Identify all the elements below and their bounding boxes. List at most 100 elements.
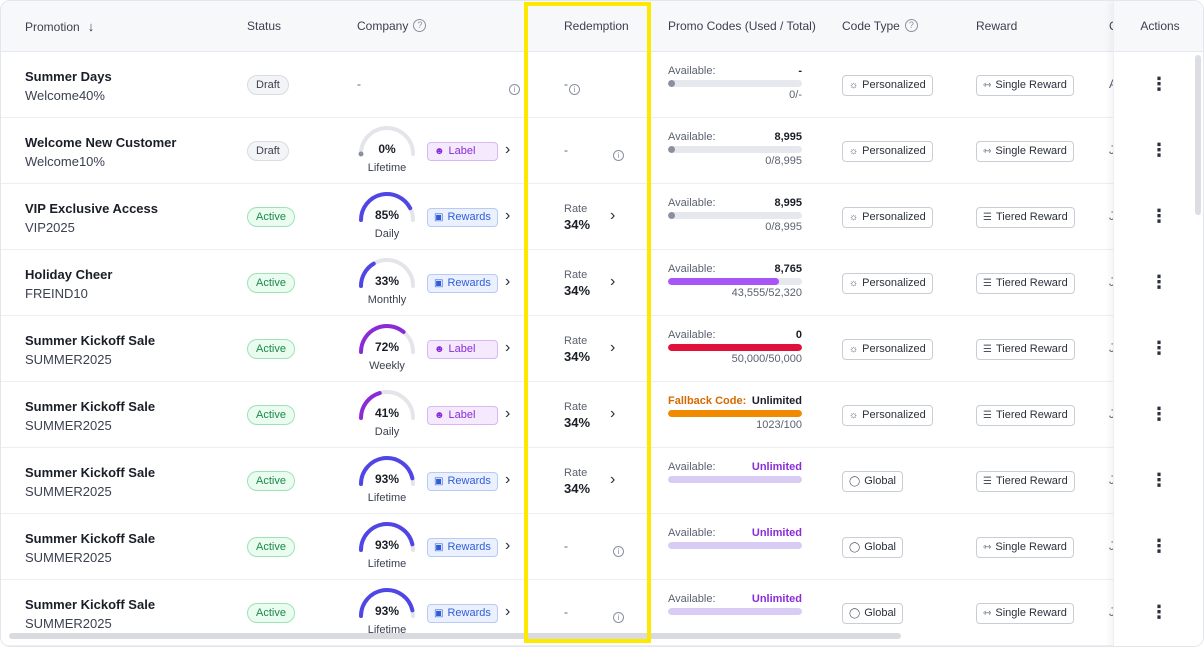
info-icon[interactable]: i (509, 79, 520, 97)
promo-label: Available: (668, 65, 716, 77)
company-tag[interactable]: ▣ Rewards (427, 538, 498, 557)
promotion-code: SUMMER2025 (25, 352, 112, 367)
table-row[interactable]: Welcome New Customer Welcome10% Draft 0% L… (1, 118, 1203, 184)
company-tag[interactable]: ▣ Rewards (427, 604, 498, 623)
code-type-chip: ◯ Global (842, 603, 903, 624)
tag-label: Rewards (447, 277, 491, 289)
col-promo-codes[interactable]: Promo Codes (Used / Total) (668, 19, 816, 33)
tiered-reward-icon: ☰ (983, 410, 992, 421)
company-tag[interactable]: ☻ Label (427, 340, 498, 359)
promotion-name[interactable]: Summer Kickoff Sale (25, 399, 156, 414)
help-icon[interactable]: ? (904, 19, 918, 33)
promo-bar-fill (668, 608, 802, 615)
promo-progress-bar (668, 278, 802, 285)
chevron-right-icon[interactable]: › (505, 471, 511, 488)
cut-cell: J (1109, 407, 1115, 421)
single-reward-icon: ⇿ (983, 80, 992, 91)
promo-bar-fill (668, 476, 802, 483)
chevron-right-icon[interactable]: › (505, 339, 511, 356)
promotion-name[interactable]: Summer Kickoff Sale (25, 531, 156, 546)
promo-codes-cell: Available: 8,765 43,555/52,320 (668, 263, 802, 305)
more-actions-icon[interactable]: ⋮ (1150, 272, 1168, 292)
table-row[interactable]: VIP Exclusive Access VIP2025 Active 85% Da… (1, 184, 1203, 250)
col-redemption[interactable]: Redemption (564, 19, 629, 33)
table-header: Promotion ↓ Status Company? Redemption Pr… (1, 1, 1203, 52)
more-actions-icon[interactable]: ⋮ (1150, 206, 1168, 226)
gift-icon: ▣ (434, 542, 444, 553)
code-type-chip: ☼ Personalized (842, 75, 933, 96)
chevron-right-icon[interactable]: › (505, 537, 511, 554)
more-actions-icon[interactable]: ⋮ (1150, 74, 1168, 94)
info-icon[interactable]: i (613, 607, 624, 625)
more-actions-icon[interactable]: ⋮ (1150, 140, 1168, 160)
promotion-name[interactable]: Holiday Cheer (25, 267, 113, 282)
info-icon[interactable]: i (569, 79, 580, 97)
chevron-right-icon[interactable]: › (610, 339, 616, 356)
col-company[interactable]: Company? (357, 1, 427, 52)
col-code-type[interactable]: Code Type? (842, 1, 918, 52)
actions-column: Actions ⋮ ⋮ ⋮ ⋮ ⋮ ⋮ ⋮ ⋮ ⋮ (1113, 1, 1203, 646)
more-actions-icon[interactable]: ⋮ (1150, 536, 1168, 556)
gift-icon: ▣ (434, 476, 444, 487)
info-icon[interactable]: i (613, 145, 624, 163)
gauge-percent: 41% (374, 406, 400, 420)
table-row[interactable]: Summer Kickoff Sale SUMMER2025 Active 41% … (1, 382, 1203, 448)
col-status[interactable]: Status (247, 19, 282, 33)
chevron-right-icon[interactable]: › (505, 207, 511, 224)
vertical-scrollbar[interactable] (1195, 55, 1201, 215)
help-icon[interactable]: ? (413, 19, 427, 33)
personalized-icon: ☼ (849, 80, 859, 91)
code-type-label: Personalized (862, 409, 926, 421)
chevron-right-icon[interactable]: › (505, 141, 511, 158)
col-promotion[interactable]: Promotion ↓ (25, 1, 94, 52)
promo-bar-fill (668, 278, 779, 285)
promotion-name[interactable]: Summer Kickoff Sale (25, 465, 156, 480)
chevron-right-icon[interactable]: › (610, 405, 616, 422)
table-row[interactable]: Summer Kickoff Sale SUMMER2025 Active 72% … (1, 316, 1203, 382)
horizontal-scrollbar[interactable] (9, 633, 901, 639)
company-tag[interactable]: ▣ Rewards (427, 208, 498, 227)
code-type-chip: ◯ Global (842, 471, 903, 492)
promotion-name[interactable]: Summer Kickoff Sale (25, 597, 156, 612)
chevron-right-icon[interactable]: › (505, 273, 511, 290)
chevron-right-icon[interactable]: › (610, 471, 616, 488)
col-promotion-label: Promotion (25, 20, 80, 34)
promotion-name[interactable]: Summer Kickoff Sale (25, 333, 156, 348)
promotion-name[interactable]: Welcome New Customer (25, 135, 177, 150)
more-actions-icon[interactable]: ⋮ (1150, 470, 1168, 490)
sort-down-icon[interactable]: ↓ (87, 19, 95, 34)
promo-ratio: 1023/100 (756, 419, 802, 431)
more-actions-icon[interactable]: ⋮ (1150, 602, 1168, 622)
code-type-chip: ☼ Personalized (842, 207, 933, 228)
more-actions-icon[interactable]: ⋮ (1150, 338, 1168, 358)
promotion-name[interactable]: Summer Days (25, 69, 112, 84)
chevron-right-icon[interactable]: › (610, 273, 616, 290)
redemption-rate-label: Rate (564, 467, 588, 479)
table-row[interactable]: Summer Kickoff Sale SUMMER2025 Active 93% … (1, 580, 1203, 646)
status-badge: Active (247, 273, 295, 293)
promo-ratio: 0/- (789, 89, 802, 101)
cut-cell: J (1109, 209, 1115, 223)
gauge-percent: 93% (374, 604, 400, 618)
more-actions-icon[interactable]: ⋮ (1150, 404, 1168, 424)
status-badge: Active (247, 405, 295, 425)
table-row[interactable]: Summer Kickoff Sale SUMMER2025 Active 93% … (1, 514, 1203, 580)
gauge-period: Lifetime (367, 558, 407, 570)
company-tag[interactable]: ☻ Label (427, 142, 498, 161)
company-tag[interactable]: ▣ Rewards (427, 472, 498, 491)
table-row[interactable]: Summer Kickoff Sale SUMMER2025 Active 93% … (1, 448, 1203, 514)
info-icon[interactable]: i (613, 541, 624, 559)
chevron-right-icon[interactable]: › (505, 405, 511, 422)
promo-label: Available: (668, 131, 716, 143)
company-tag[interactable]: ▣ Rewards (427, 274, 498, 293)
table-row[interactable]: Holiday Cheer FREIND10 Active 33% Monthly ▣… (1, 250, 1203, 316)
col-reward[interactable]: Reward (976, 19, 1018, 33)
table-row[interactable]: Summer Days Welcome40% Draft - i - i Available… (1, 52, 1203, 118)
promo-progress-bar (668, 344, 802, 351)
company-tag[interactable]: ☻ Label (427, 406, 498, 425)
chevron-right-icon[interactable]: › (505, 603, 511, 620)
chevron-right-icon[interactable]: › (610, 207, 616, 224)
gauge-period: Lifetime (367, 162, 407, 174)
personalized-icon: ☼ (849, 344, 859, 355)
promotion-name[interactable]: VIP Exclusive Access (25, 201, 158, 216)
